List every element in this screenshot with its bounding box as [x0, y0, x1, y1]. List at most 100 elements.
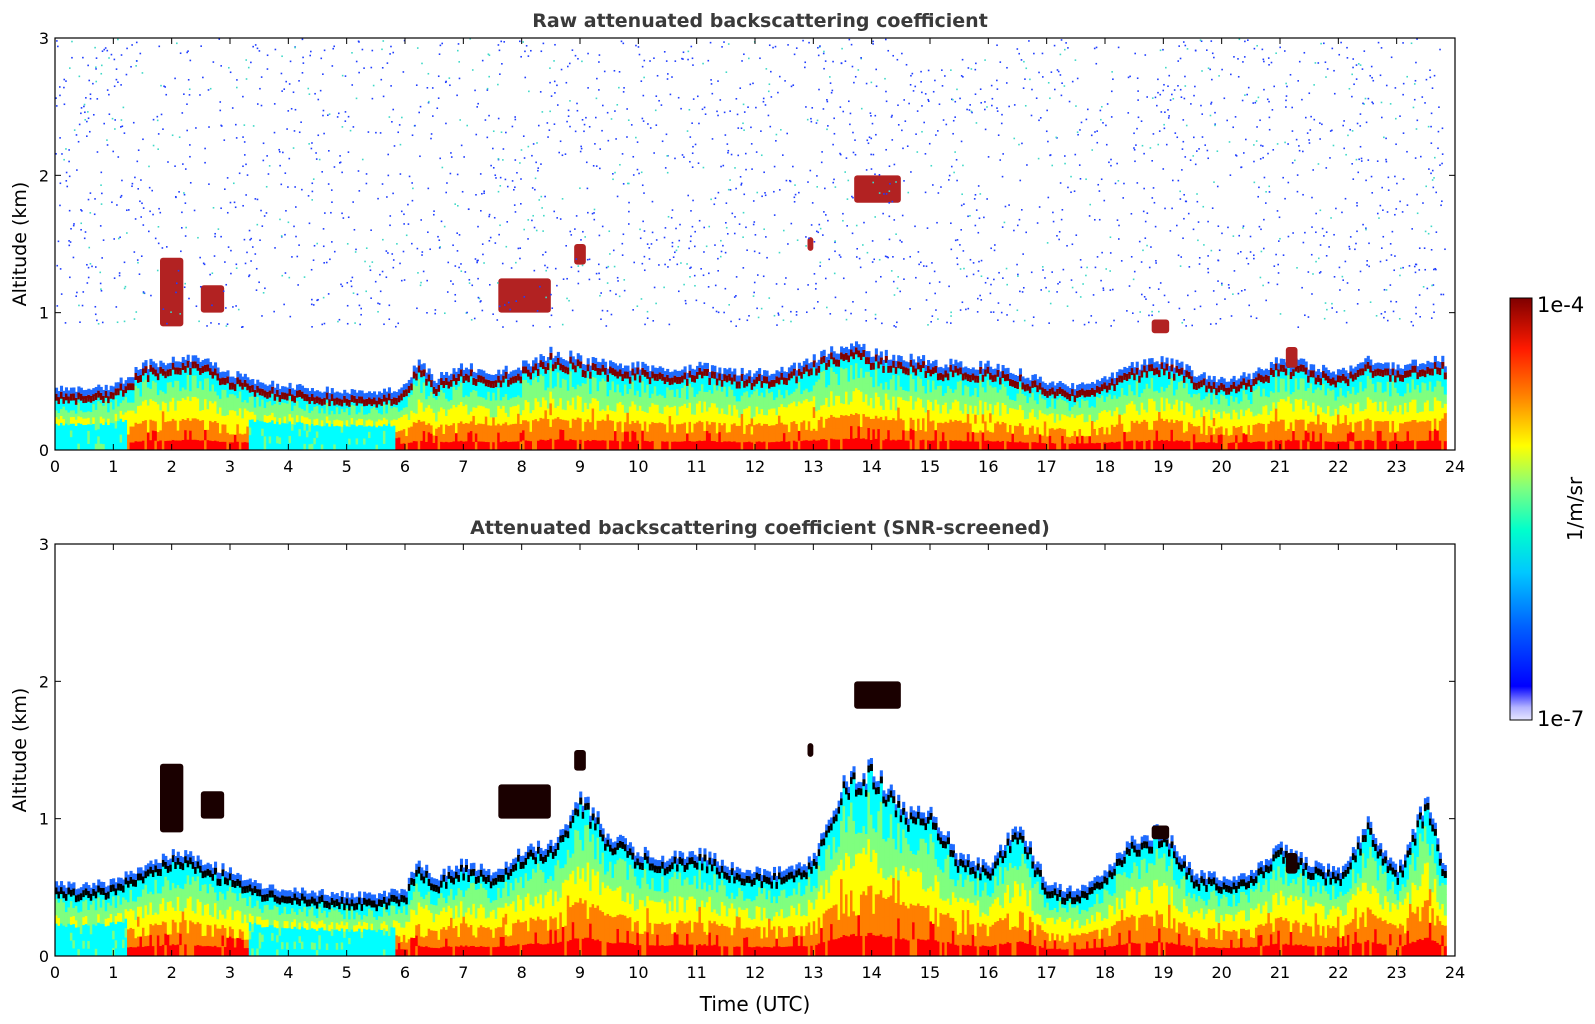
- layer-top-mark: [559, 363, 563, 371]
- heatmap-cell: [760, 400, 764, 410]
- heatmap-cell: [1262, 414, 1266, 424]
- heatmap-cell: [795, 405, 799, 416]
- heatmap-cell: [693, 378, 697, 388]
- heatmap-cell: [395, 437, 399, 445]
- heatmap-cell: [124, 427, 128, 436]
- layer-edge-mark: [281, 386, 285, 393]
- heatmap-cell: [591, 376, 595, 388]
- layer-edge-mark: [897, 355, 901, 362]
- heatmap-cell: [169, 410, 173, 422]
- layer-top-mark: [442, 380, 446, 388]
- heatmap-cell: [397, 417, 401, 425]
- heatmap-cell: [273, 410, 277, 418]
- heatmap-cell: [859, 391, 864, 404]
- heatmap-cell: [315, 418, 319, 426]
- layer-top-mark: [375, 400, 379, 408]
- heatmap-cell: [735, 441, 739, 451]
- heatmap-cell: [1257, 413, 1261, 423]
- heatmap-cell: [941, 395, 945, 405]
- heatmap-cell: [601, 367, 605, 379]
- heatmap-cell: [228, 417, 232, 427]
- heatmap-cell: [748, 379, 752, 389]
- heatmap-cell: [1058, 420, 1062, 429]
- heatmap-cell: [1287, 385, 1291, 397]
- heatmap-cell: [258, 413, 262, 422]
- heatmap-cell: [350, 443, 354, 451]
- heatmap-cell: [850, 425, 854, 439]
- heatmap-cell: [323, 406, 327, 414]
- heatmap-cell: [447, 400, 451, 410]
- heatmap-cell: [454, 432, 459, 442]
- layer-edge-mark: [454, 371, 459, 378]
- layer-top-mark: [1274, 363, 1278, 371]
- layer-top-mark: [934, 365, 938, 373]
- heatmap-cell: [589, 384, 593, 394]
- heatmap-cell: [226, 432, 230, 442]
- layer-edge-mark: [447, 375, 451, 382]
- layer-edge-mark: [623, 365, 627, 372]
- heatmap-cell: [291, 443, 295, 451]
- heatmap-cell: [949, 419, 953, 430]
- heatmap-cell: [517, 422, 521, 433]
- heatmap-cell: [1133, 413, 1137, 423]
- heatmap-cell: [82, 430, 86, 438]
- heatmap-cell: [360, 412, 364, 419]
- layer-edge-mark: [884, 349, 888, 356]
- heatmap-cell: [216, 431, 220, 442]
- heatmap-cell: [293, 443, 297, 451]
- heatmap-cell: [874, 426, 878, 439]
- heatmap-cell: [1123, 403, 1127, 414]
- heatmap-cell: [387, 443, 391, 451]
- layer-top-mark: [927, 366, 931, 374]
- heatmap-cell: [847, 358, 851, 371]
- heatmap-cell: [1036, 426, 1040, 436]
- layer-top-mark: [1026, 383, 1030, 391]
- heatmap-cell: [787, 385, 791, 396]
- heatmap-cell: [1095, 427, 1100, 436]
- heatmap-cell: [959, 400, 963, 411]
- heatmap-cell: [1254, 380, 1259, 390]
- layer-edge-mark: [1105, 379, 1109, 386]
- heatmap-cell: [661, 385, 665, 396]
- layer-edge-mark: [112, 386, 116, 393]
- heatmap-cell: [1287, 374, 1291, 386]
- heatmap-cell: [673, 441, 677, 451]
- layer-top-mark: [822, 355, 826, 363]
- heatmap-cell: [934, 378, 938, 390]
- heatmap-cell: [209, 400, 213, 412]
- layer-edge-mark: [708, 371, 712, 378]
- heatmap-cell: [1110, 432, 1114, 442]
- heatmap-cell: [295, 421, 300, 430]
- heatmap-cell: [1076, 442, 1080, 451]
- heatmap-cell: [566, 390, 570, 401]
- heatmap-cell: [298, 421, 302, 430]
- heatmap-cell: [102, 443, 106, 451]
- heatmap-cell: [303, 443, 307, 451]
- heatmap-cell: [864, 393, 868, 406]
- heatmap-cell: [666, 431, 670, 442]
- heatmap-cell: [688, 421, 692, 432]
- heatmap-cell: [621, 422, 625, 433]
- heatmap-cell: [360, 424, 364, 432]
- layer-edge-mark: [564, 360, 568, 367]
- heatmap-cell: [703, 420, 707, 431]
- heatmap-cell: [700, 440, 705, 451]
- heatmap-cell: [723, 386, 727, 396]
- heatmap-cell: [800, 402, 804, 413]
- heatmap-cell: [820, 360, 824, 372]
- heatmap-cell: [248, 404, 252, 413]
- heatmap-cell: [894, 429, 898, 441]
- heatmap-cell: [206, 429, 210, 441]
- heatmap-cell: [300, 422, 305, 430]
- layer-top-mark: [1125, 373, 1129, 381]
- layer-edge-mark: [837, 353, 841, 360]
- heatmap-cell: [1182, 423, 1186, 433]
- heatmap-cell: [514, 387, 518, 398]
- heatmap-cell: [663, 441, 667, 451]
- heatmap-cell: [474, 424, 478, 434]
- heatmap-cell: [765, 379, 769, 389]
- heatmap-cell: [914, 410, 918, 422]
- heatmap-cell: [435, 399, 439, 407]
- layer-edge-mark: [278, 388, 282, 395]
- heatmap-cell: [450, 441, 454, 451]
